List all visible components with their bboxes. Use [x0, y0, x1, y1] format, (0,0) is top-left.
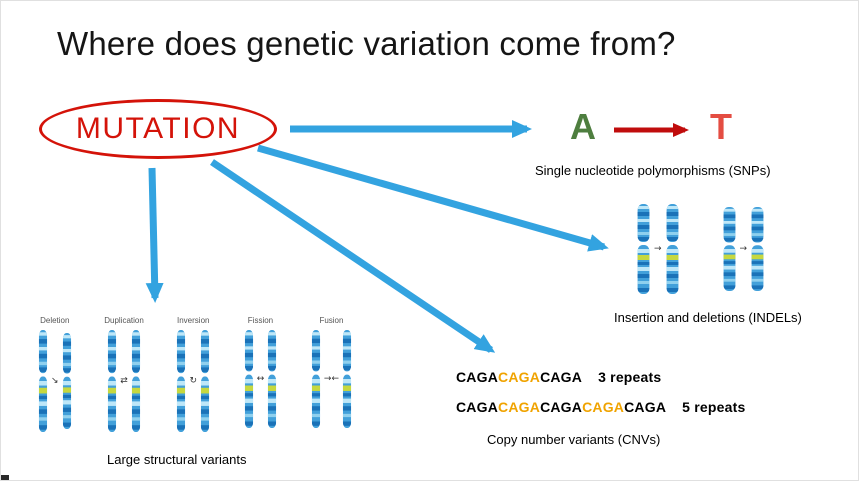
- indel-arrow-icon: →: [654, 243, 662, 254]
- chromosome-pair: ↘: [37, 330, 73, 432]
- chromosome-icon: [106, 330, 118, 432]
- chromosome-icon: [175, 330, 187, 432]
- indel-arrow-icon: →: [739, 243, 748, 254]
- cnv-sequence-5-repeats: CAGACAGACAGACAGACAGA 5 repeats: [456, 399, 745, 415]
- variant-arrow-icon: ↻: [189, 375, 198, 386]
- chromosome-icon: [721, 207, 738, 291]
- indels-figure: → →: [635, 204, 766, 294]
- indels-caption: Insertion and deletions (INDELs): [614, 310, 802, 325]
- cnv-caption: Copy number variants (CNVs): [487, 432, 661, 447]
- cnv-sequence-3-repeats: CAGACAGACAGA 3 repeats: [456, 369, 661, 385]
- structural-variant-label: Deletion: [40, 316, 70, 325]
- chromosome-icon: [749, 207, 766, 291]
- chromosome-pair: →: [721, 204, 767, 294]
- arrow-to-structural-variants: [145, 167, 164, 303]
- chromosome-icon: [61, 333, 73, 429]
- structural-variant-fission: Fission ↔: [243, 316, 279, 432]
- snp-base-from: A: [570, 106, 596, 147]
- structural-variant-label: Fusion: [319, 316, 344, 325]
- structural-variants-figure: Deletion ↘ Duplication ⇄ Inversion ↻: [37, 316, 353, 432]
- variant-arrow-icon: ⇄: [120, 375, 128, 386]
- structural-variant-label: Inversion: [177, 316, 210, 325]
- chromosome-pair: ↔: [243, 330, 279, 428]
- structural-variant-deletion: Deletion ↘: [37, 316, 73, 432]
- cnv-segment: CAGA: [456, 369, 499, 385]
- mutation-ellipse: MUTATION: [39, 99, 277, 159]
- chromosome-icon: [310, 330, 322, 428]
- structural-variants-caption: Large structural variants: [107, 452, 247, 467]
- chromosome-pair: ⇄: [106, 330, 142, 432]
- chromosome-pair: →←: [310, 330, 353, 428]
- cnv-segment: CAGA: [456, 399, 499, 415]
- chromosome-icon: [130, 330, 142, 432]
- cnv-segment: CAGA: [540, 369, 583, 385]
- variant-arrow-icon: ↘: [51, 375, 59, 386]
- chromosome-icon: [199, 330, 211, 432]
- cnv-segment-highlight: CAGA: [582, 399, 625, 415]
- variant-arrow-icon: →←: [323, 373, 339, 384]
- structural-variant-label: Duplication: [104, 316, 144, 325]
- chromosome-icon: [664, 204, 681, 294]
- chromosome-icon: [266, 330, 278, 428]
- cnv-segment: CAGA: [540, 399, 583, 415]
- chromosome-icon: [341, 330, 353, 428]
- cnv-segment-highlight: CAGA: [498, 369, 541, 385]
- slide-title: Where does genetic variation come from?: [57, 25, 676, 62]
- chromosome-pair: →: [635, 204, 681, 294]
- cnv-segment: CAGA: [624, 399, 667, 415]
- cnv-segment-highlight: CAGA: [498, 399, 541, 415]
- mutation-label: MUTATION: [75, 112, 241, 145]
- variant-arrow-icon: ↔: [256, 373, 265, 384]
- structural-variant-duplication: Duplication ⇄: [104, 316, 144, 432]
- structural-variant-fusion: Fusion →←: [310, 316, 353, 432]
- chromosome-pair: ↻: [175, 330, 211, 432]
- cnv-repeat-count: 3 repeats: [598, 369, 662, 385]
- snp-caption: Single nucleotide polymorphisms (SNPs): [535, 163, 771, 178]
- corner-artifact: [1, 475, 9, 480]
- snp-base-to: T: [710, 106, 732, 147]
- chromosome-icon: [243, 330, 255, 428]
- chromosome-icon: [635, 204, 652, 294]
- structural-variant-label: Fission: [247, 316, 274, 325]
- structural-variant-inversion: Inversion ↻: [175, 316, 211, 432]
- cnv-repeat-count: 5 repeats: [682, 399, 746, 415]
- chromosome-icon: [37, 330, 49, 432]
